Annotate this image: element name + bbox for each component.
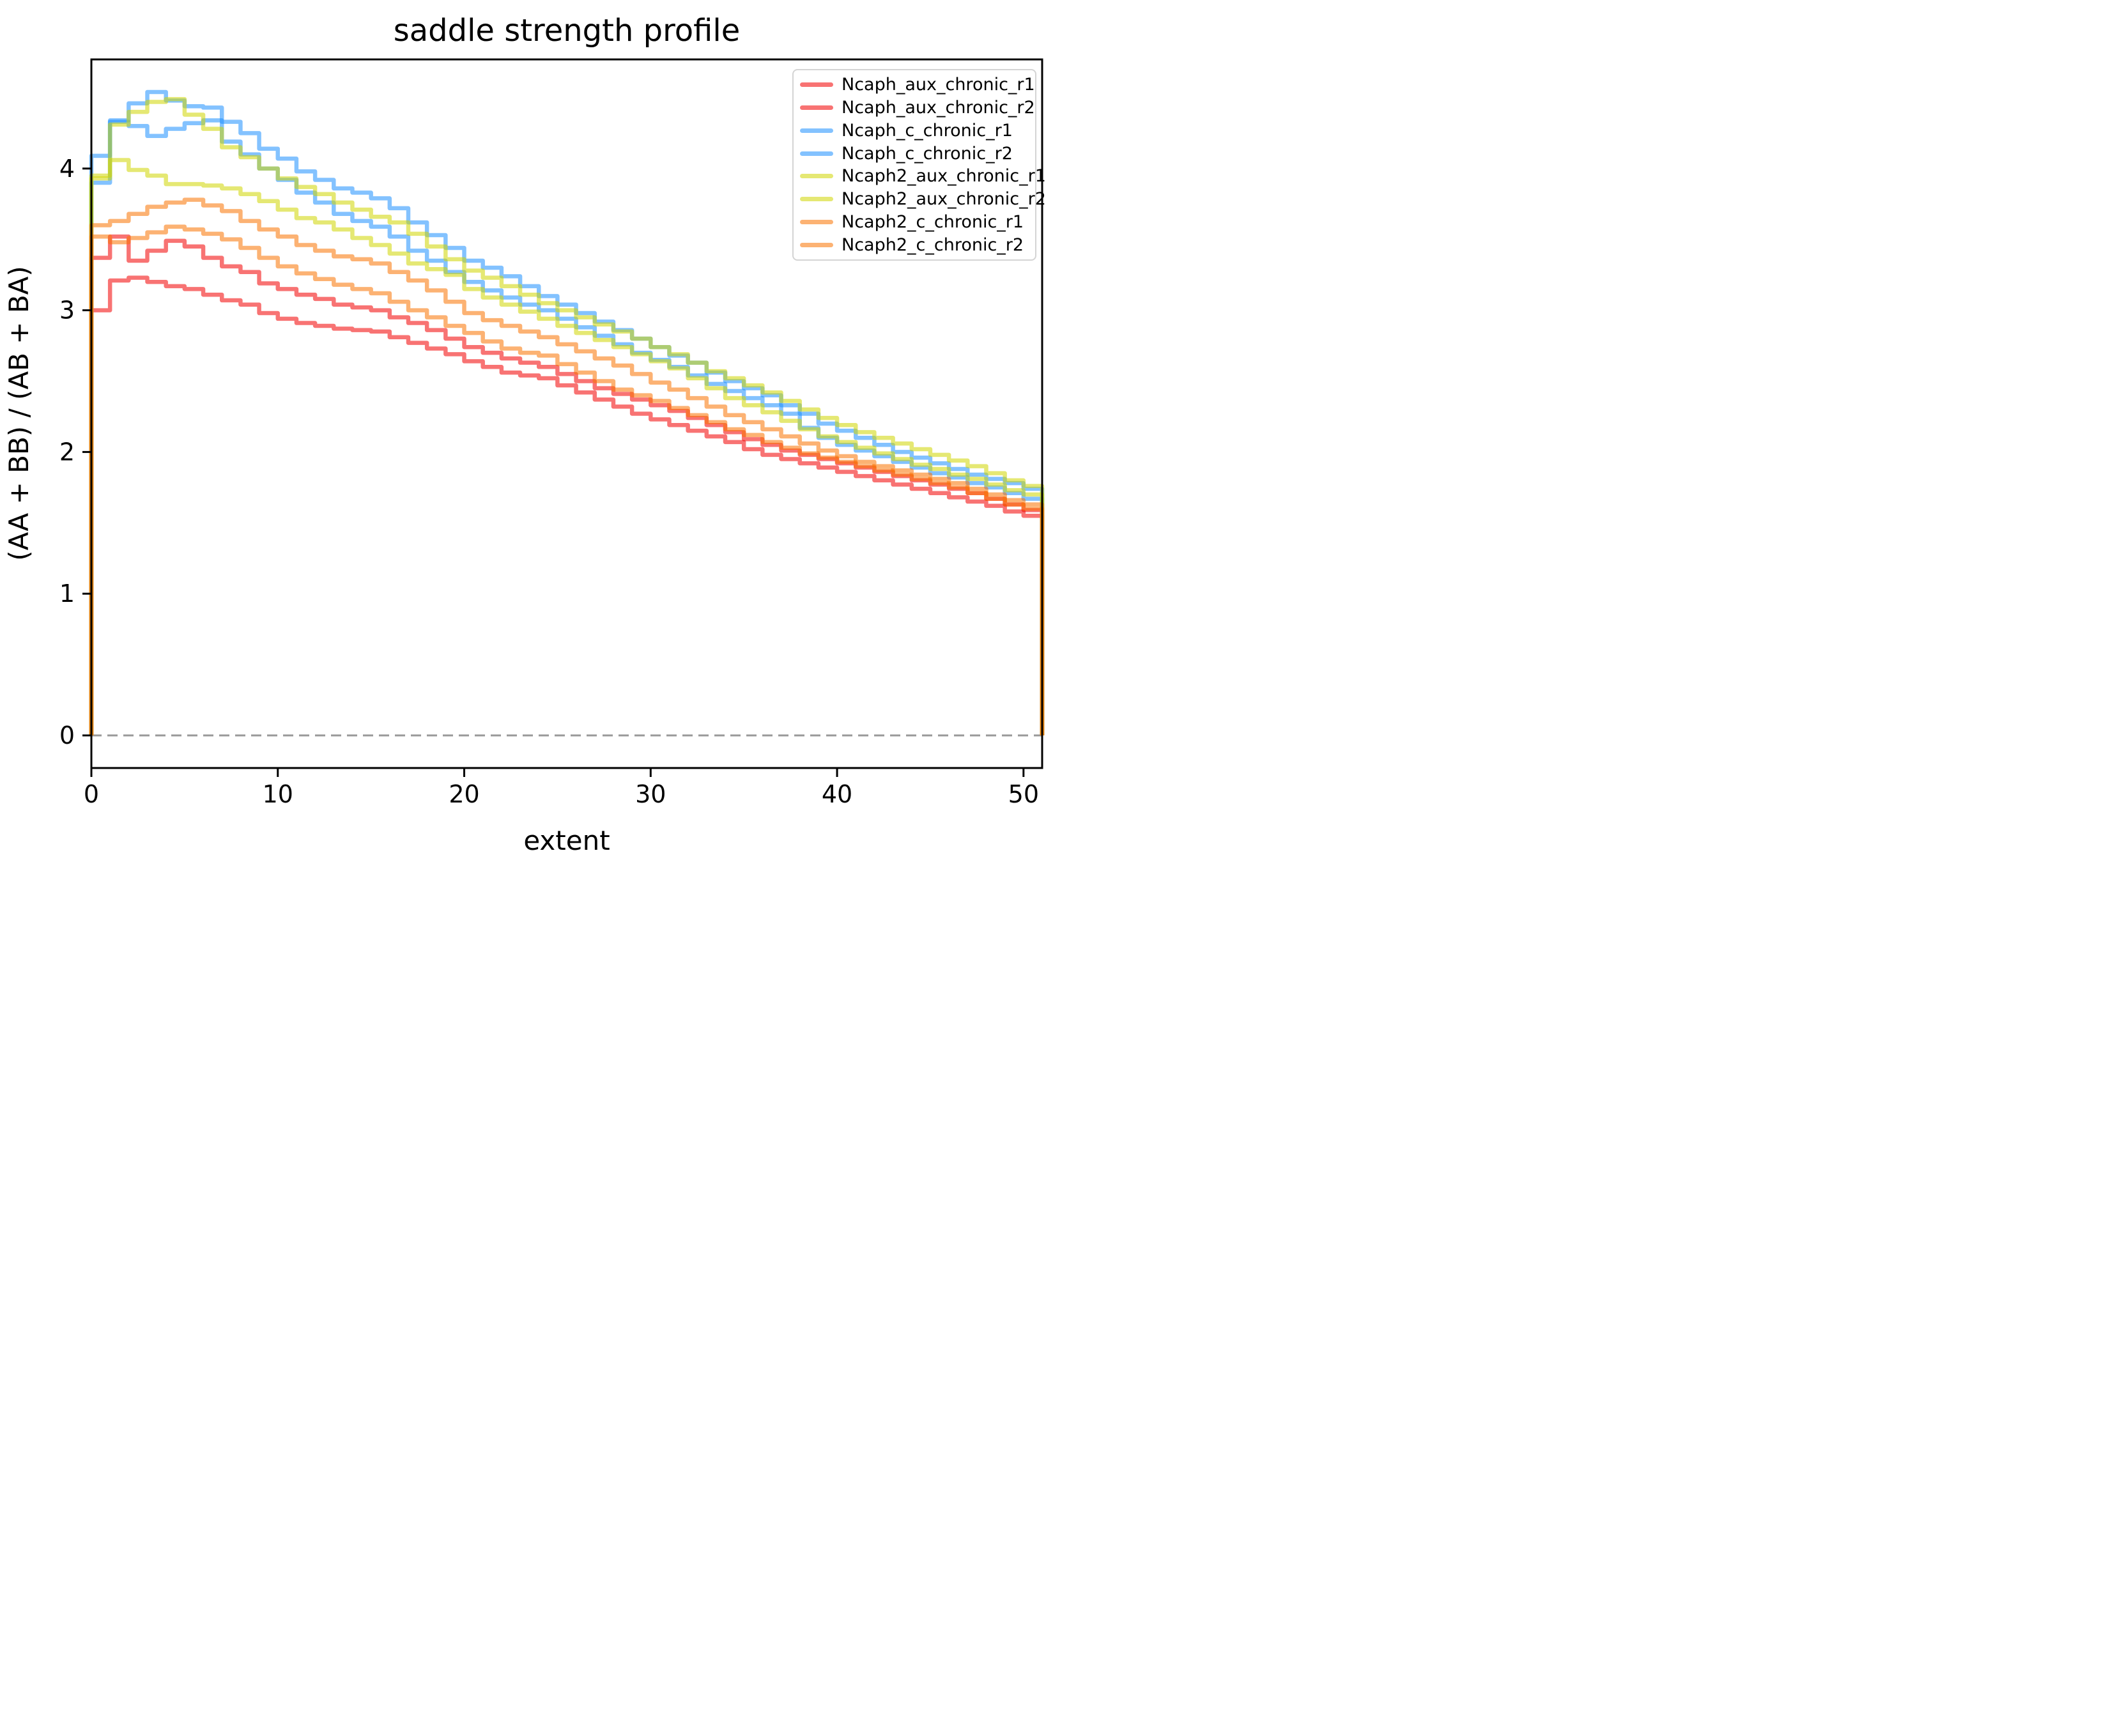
legend-swatch bbox=[800, 242, 833, 247]
x-tick-label: 40 bbox=[822, 780, 852, 808]
series-group bbox=[89, 89, 1045, 735]
x-tick-label: 50 bbox=[1008, 780, 1039, 808]
legend-label: Ncaph_c_chronic_r1 bbox=[842, 120, 1013, 141]
legend-label: Ncaph2_aux_chronic_r1 bbox=[842, 166, 1046, 187]
x-axis-label: extent bbox=[523, 825, 610, 856]
legend-item: Ncaph2_aux_chronic_r1 bbox=[800, 165, 1046, 187]
y-tick-label: 4 bbox=[59, 155, 75, 183]
chart-title: saddle strength profile bbox=[394, 13, 741, 49]
legend-item: Ncaph2_aux_chronic_r2 bbox=[800, 188, 1046, 210]
series-Ncaph_c_chronic_r1 bbox=[89, 89, 1045, 735]
y-tick-label: 0 bbox=[59, 721, 75, 749]
legend-label: Ncaph2_c_chronic_r1 bbox=[842, 211, 1024, 232]
y-tick-label: 1 bbox=[59, 580, 75, 608]
legend-swatch bbox=[800, 82, 833, 88]
plot-svg: 0 10 20 30 40 50 0 1 2 3 4 saddle strength profile… bbox=[3, 13, 1045, 856]
legend-swatch bbox=[800, 197, 833, 202]
x-tick-label: 0 bbox=[84, 780, 99, 808]
legend-item: Ncaph2_c_chronic_r2 bbox=[800, 234, 1035, 256]
x-tick-label: 30 bbox=[635, 780, 666, 808]
legend-item: Ncaph2_c_chronic_r1 bbox=[800, 211, 1035, 233]
ticks-group: 0 10 20 30 40 50 0 1 2 3 4 bbox=[59, 155, 1039, 808]
axes-group bbox=[90, 58, 1043, 769]
series-Ncaph2_c_chronic_r1 bbox=[89, 197, 1045, 735]
legend-item: Ncaph_c_chronic_r2 bbox=[800, 142, 1035, 164]
legend-label: Ncaph2_c_chronic_r2 bbox=[842, 234, 1024, 255]
series-Ncaph2_aux_chronic_r1 bbox=[89, 96, 1045, 735]
legend-item: Ncaph_aux_chronic_r2 bbox=[800, 97, 1035, 119]
legend-item: Ncaph_c_chronic_r1 bbox=[800, 119, 1035, 141]
x-tick-label: 10 bbox=[263, 780, 293, 808]
figure: 0 10 20 30 40 50 0 1 2 3 4 saddle strength profile… bbox=[0, 0, 1061, 868]
legend-label: Ncaph2_aux_chronic_r2 bbox=[842, 189, 1046, 210]
series-Ncaph_c_chronic_r2 bbox=[89, 118, 1045, 735]
series-Ncaph2_aux_chronic_r2 bbox=[89, 158, 1045, 735]
x-tick-label: 20 bbox=[449, 780, 479, 808]
legend-swatch bbox=[800, 219, 833, 224]
legend-swatch bbox=[800, 128, 833, 133]
y-tick-label: 3 bbox=[59, 296, 75, 325]
y-tick-label: 2 bbox=[59, 438, 75, 466]
y-axis-label: (AA + BB) / (AB + BA) bbox=[3, 266, 35, 561]
legend-label: Ncaph_aux_chronic_r2 bbox=[842, 98, 1035, 118]
legend-label: Ncaph_aux_chronic_r1 bbox=[842, 75, 1035, 95]
plot-spines bbox=[90, 58, 1043, 769]
legend: Ncaph_aux_chronic_r1 Ncaph_aux_chronic_r2… bbox=[792, 69, 1046, 261]
legend-label: Ncaph_c_chronic_r2 bbox=[842, 143, 1013, 164]
legend-swatch bbox=[800, 105, 833, 111]
legend-swatch bbox=[800, 174, 833, 179]
legend-swatch bbox=[800, 151, 833, 156]
series-Ncaph2_c_chronic_r2 bbox=[89, 224, 1045, 735]
series-Ncaph_aux_chronic_r2 bbox=[89, 275, 1045, 735]
legend-item: Ncaph_aux_chronic_r1 bbox=[800, 74, 1035, 96]
